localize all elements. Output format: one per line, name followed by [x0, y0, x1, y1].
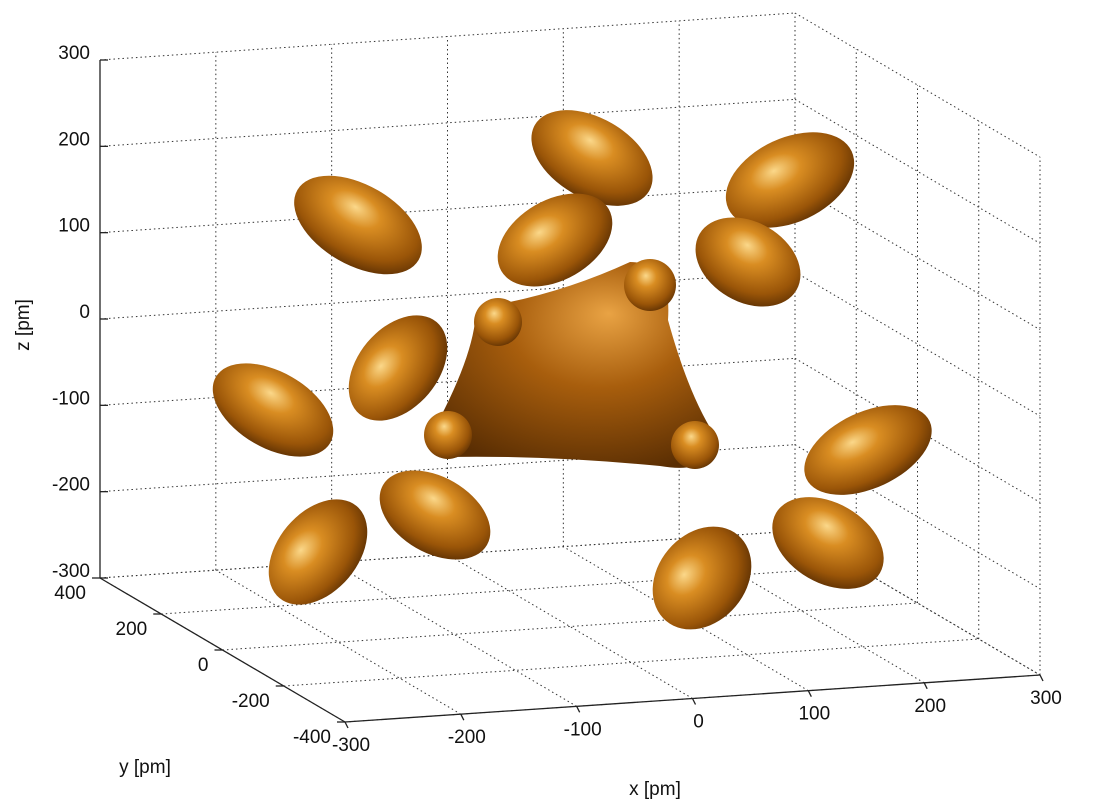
- x-tick-label: 100: [798, 704, 830, 725]
- grid-line: [794, 271, 1041, 417]
- blob-lobe: [474, 298, 522, 346]
- z-axis-label: z [pm]: [13, 299, 34, 351]
- x-tick: [1039, 674, 1044, 682]
- blob-lobe: [424, 411, 472, 459]
- blob: [652, 526, 752, 630]
- grid-line: [794, 185, 1041, 331]
- z-tick-label: -100: [52, 388, 90, 409]
- blob: [348, 315, 448, 421]
- x-axis-label: x [pm]: [629, 779, 681, 800]
- blob: [497, 193, 613, 287]
- grid-line: [161, 566, 857, 615]
- y-tick-label: -200: [232, 691, 270, 712]
- x-tick: [344, 721, 349, 729]
- x-tick-label: -300: [332, 735, 370, 756]
- grid-line: [222, 602, 918, 651]
- x-tick-label: -100: [564, 719, 602, 740]
- labels: x [pm] y [pm] z [pm] -300 -200 -100 0 100 200…: [13, 43, 1062, 800]
- z-tick-label: 0: [79, 302, 90, 323]
- blob: [725, 132, 855, 228]
- z-tick-label: -300: [52, 561, 90, 582]
- x-tick: [923, 682, 928, 690]
- y-tick-label: 200: [116, 619, 148, 640]
- x-tick: [691, 698, 697, 705]
- blob: [268, 499, 368, 605]
- y-tick-label: 400: [54, 583, 86, 604]
- x-tick: [460, 713, 465, 721]
- blob-lobe: [624, 259, 676, 311]
- blob: [772, 497, 884, 589]
- x-tick: [807, 690, 812, 697]
- z-tick-label: 200: [58, 129, 90, 150]
- isosurface: [212, 110, 932, 630]
- blob: [212, 363, 334, 457]
- blob: [531, 110, 653, 206]
- grid-line: [331, 561, 577, 707]
- z-tick-label: 100: [58, 216, 90, 237]
- axes: [92, 59, 1044, 729]
- blob: [695, 217, 801, 307]
- blob: [294, 175, 422, 275]
- x-tick-label: 0: [693, 712, 704, 733]
- z-tick-label: 300: [58, 43, 90, 64]
- blob-lobe: [671, 421, 719, 469]
- blob: [804, 405, 932, 495]
- y-axis-label: y [pm]: [119, 757, 171, 778]
- y-tick-label: -400: [293, 727, 331, 748]
- x-tick-label: 200: [914, 696, 946, 717]
- x-tick-label: -200: [448, 727, 486, 748]
- z-tick-label: -200: [52, 475, 90, 496]
- x-tick: [576, 706, 581, 713]
- y-tick-label: 0: [198, 655, 209, 676]
- grid-line: [283, 638, 979, 687]
- blob: [379, 470, 491, 560]
- x-tick-label: 300: [1030, 688, 1062, 709]
